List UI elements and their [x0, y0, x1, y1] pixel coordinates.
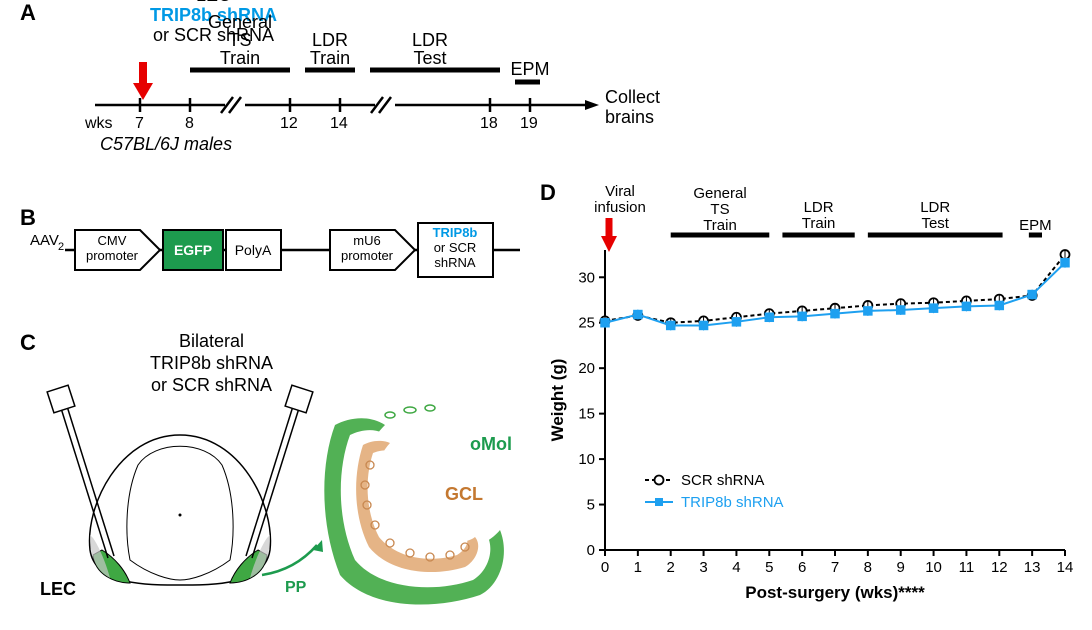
strain-label: C57BL/6J males: [100, 134, 232, 154]
panel-c-label: C: [20, 330, 36, 356]
svg-text:9: 9: [897, 559, 905, 576]
phase0-l1: General: [208, 12, 272, 32]
mu6-1: mU6: [353, 233, 380, 248]
c-t1: Bilateral: [179, 331, 244, 351]
svg-text:2: 2: [667, 559, 675, 576]
panel-d: D 05101520253001234567891011121314Post-s…: [545, 180, 1075, 610]
tick-8: 8: [185, 115, 194, 132]
svg-text:TS: TS: [710, 201, 729, 218]
cmv-1: CMV: [98, 233, 127, 248]
phase0-l3: Train: [220, 48, 260, 68]
aav-sub: 2: [58, 241, 64, 253]
svg-text:3: 3: [699, 559, 707, 576]
svg-text:10: 10: [925, 559, 942, 576]
omol-label: oMol: [470, 434, 512, 454]
chart-d-svg: 05101520253001234567891011121314Post-sur…: [545, 180, 1075, 610]
svg-text:11: 11: [959, 559, 975, 576]
svg-text:14: 14: [1057, 559, 1074, 576]
svg-text:0: 0: [601, 559, 609, 576]
panel-a: A LEC TRIP8b shRNA or SCR shRNA 7 8 12 1…: [30, 0, 670, 170]
svg-text:8: 8: [864, 559, 872, 576]
shr-3: shRNA: [434, 255, 476, 270]
aav-label: AAV: [30, 232, 59, 249]
tick-18: 18: [480, 115, 498, 132]
panel-c: C Bilateral TRIP8b shRNA or SCR shRNA LE…: [30, 330, 520, 610]
construct-svg: AAV 2 CMV promoter EGFP PolyA mU6 promot…: [30, 195, 540, 305]
svg-text:10: 10: [578, 451, 595, 468]
svg-text:13: 13: [1024, 559, 1041, 576]
gcl-label: GCL: [445, 484, 483, 504]
tick-12: 12: [280, 115, 298, 132]
svg-text:30: 30: [578, 269, 595, 286]
svg-text:5: 5: [765, 559, 773, 576]
svg-text:20: 20: [578, 360, 595, 377]
svg-text:EPM: EPM: [1019, 217, 1052, 234]
svg-text:1: 1: [634, 559, 642, 576]
svg-text:5: 5: [587, 497, 595, 514]
collect-2: brains: [605, 107, 654, 127]
cmv-2: promoter: [86, 248, 139, 263]
svg-text:25: 25: [578, 315, 595, 332]
timeline-svg: 7 8 12 14 18 19 wks C57BL/6J males Gener…: [85, 10, 705, 165]
svg-text:Train: Train: [802, 215, 836, 232]
svg-text:15: 15: [578, 406, 595, 423]
phase2-l2: Test: [413, 48, 446, 68]
phase2-l1: LDR: [412, 30, 448, 50]
panel-d-label: D: [540, 180, 556, 206]
shr-2: or SCR: [434, 240, 477, 255]
svg-text:Post-surgery (wks)****: Post-surgery (wks)****: [745, 583, 925, 602]
pp-label: PP: [285, 579, 307, 596]
svg-text:SCR shRNA: SCR shRNA: [681, 472, 764, 489]
polya: PolyA: [235, 242, 272, 258]
svg-text:General: General: [693, 185, 746, 202]
svg-text:LDR: LDR: [920, 199, 950, 216]
mu6-2: promoter: [341, 248, 394, 263]
phase1-l1: LDR: [312, 30, 348, 50]
svg-text:12: 12: [991, 559, 1008, 576]
svg-text:6: 6: [798, 559, 806, 576]
svg-text:TRIP8b shRNA: TRIP8b shRNA: [681, 494, 784, 511]
tick-19: 19: [520, 115, 538, 132]
tick-14: 14: [330, 115, 348, 132]
wks-label: wks: [85, 115, 113, 132]
phase3-l1: EPM: [510, 59, 549, 79]
svg-text:Weight (g): Weight (g): [548, 359, 567, 442]
phase1-l2: Train: [310, 48, 350, 68]
shr-1: TRIP8b: [433, 225, 478, 240]
collect-1: Collect: [605, 87, 660, 107]
svg-text:Test: Test: [921, 215, 949, 232]
egfp: EGFP: [174, 242, 212, 258]
svg-text:7: 7: [831, 559, 839, 576]
panel-a-label: A: [20, 0, 36, 26]
svg-text:Viral: Viral: [605, 183, 635, 200]
svg-text:Train: Train: [703, 217, 737, 234]
svg-text:0: 0: [587, 542, 595, 559]
phase0-l2: TS: [228, 30, 251, 50]
svg-text:infusion: infusion: [594, 199, 646, 216]
panel-b-label: B: [20, 205, 36, 231]
brain-svg: LEC PP oMol: [30, 360, 520, 630]
svg-text:LDR: LDR: [804, 199, 834, 216]
panel-b: B AAV 2 CMV promoter EGFP PolyA mU6 prom…: [30, 195, 530, 325]
svg-text:4: 4: [732, 559, 740, 576]
lec-label: LEC: [40, 579, 76, 599]
tick-7: 7: [135, 115, 144, 132]
